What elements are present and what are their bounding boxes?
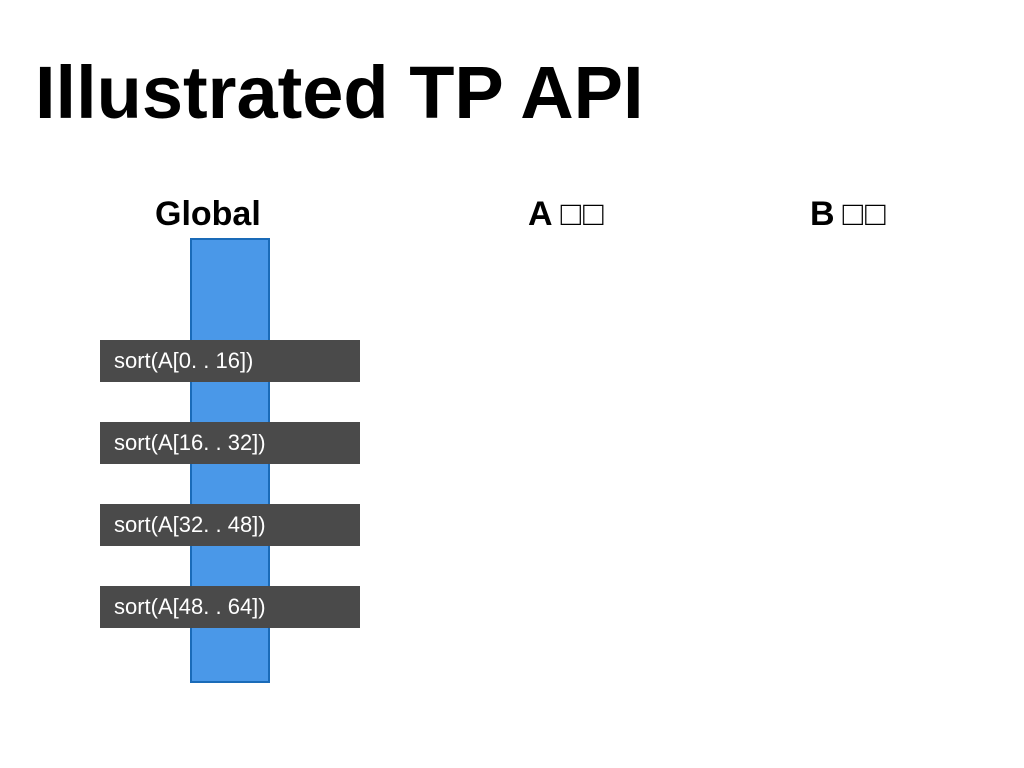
- column-label-b: B□□: [810, 195, 888, 234]
- column-label-global-text: Global: [155, 195, 261, 233]
- column-label-b-text: B: [810, 195, 835, 233]
- slide-root: Illustrated TP API Global A□□ B□□ sort(A…: [0, 0, 1024, 768]
- slide-title: Illustrated TP API: [35, 50, 644, 135]
- column-label-a: A□□: [528, 195, 606, 234]
- task-bar: sort(A[48. . 64]): [100, 586, 360, 628]
- task-label: sort(A[16. . 32]): [114, 430, 266, 456]
- column-label-global: Global: [155, 195, 261, 234]
- task-label: sort(A[48. . 64]): [114, 594, 266, 620]
- column-b-glyph: □□: [843, 195, 888, 234]
- task-label: sort(A[32. . 48]): [114, 512, 266, 538]
- column-a-glyph: □□: [561, 195, 606, 234]
- task-bar: sort(A[16. . 32]): [100, 422, 360, 464]
- column-label-a-text: A: [528, 195, 553, 233]
- task-bar: sort(A[32. . 48]): [100, 504, 360, 546]
- task-bar: sort(A[0. . 16]): [100, 340, 360, 382]
- task-label: sort(A[0. . 16]): [114, 348, 253, 374]
